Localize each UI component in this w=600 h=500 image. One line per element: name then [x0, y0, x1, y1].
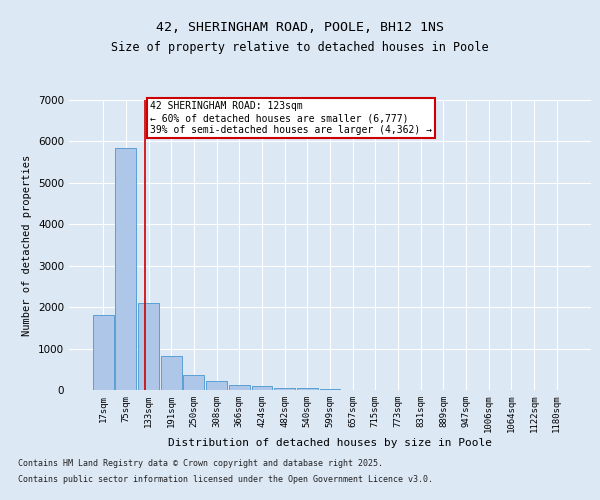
Bar	[229, 385, 250, 390]
Y-axis label: Number of detached properties: Number of detached properties	[22, 154, 32, 336]
Text: Contains public sector information licensed under the Open Government Licence v3: Contains public sector information licen…	[18, 474, 433, 484]
Bar	[138, 303, 159, 390]
Text: 42, SHERINGHAM ROAD, POOLE, BH12 1NS: 42, SHERINGHAM ROAD, POOLE, BH12 1NS	[156, 21, 444, 34]
Bar	[251, 386, 272, 390]
Text: Contains HM Land Registry data © Crown copyright and database right 2025.: Contains HM Land Registry data © Crown c…	[18, 460, 383, 468]
Text: 42 SHERINGHAM ROAD: 123sqm
← 60% of detached houses are smaller (6,777)
39% of s: 42 SHERINGHAM ROAD: 123sqm ← 60% of deta…	[150, 102, 432, 134]
Bar	[161, 356, 182, 390]
Bar	[93, 316, 113, 390]
Bar	[297, 388, 318, 390]
Bar	[274, 388, 295, 390]
Bar	[115, 148, 136, 390]
Bar	[184, 375, 205, 390]
Text: Size of property relative to detached houses in Poole: Size of property relative to detached ho…	[111, 41, 489, 54]
X-axis label: Distribution of detached houses by size in Poole: Distribution of detached houses by size …	[168, 438, 492, 448]
Bar	[206, 381, 227, 390]
